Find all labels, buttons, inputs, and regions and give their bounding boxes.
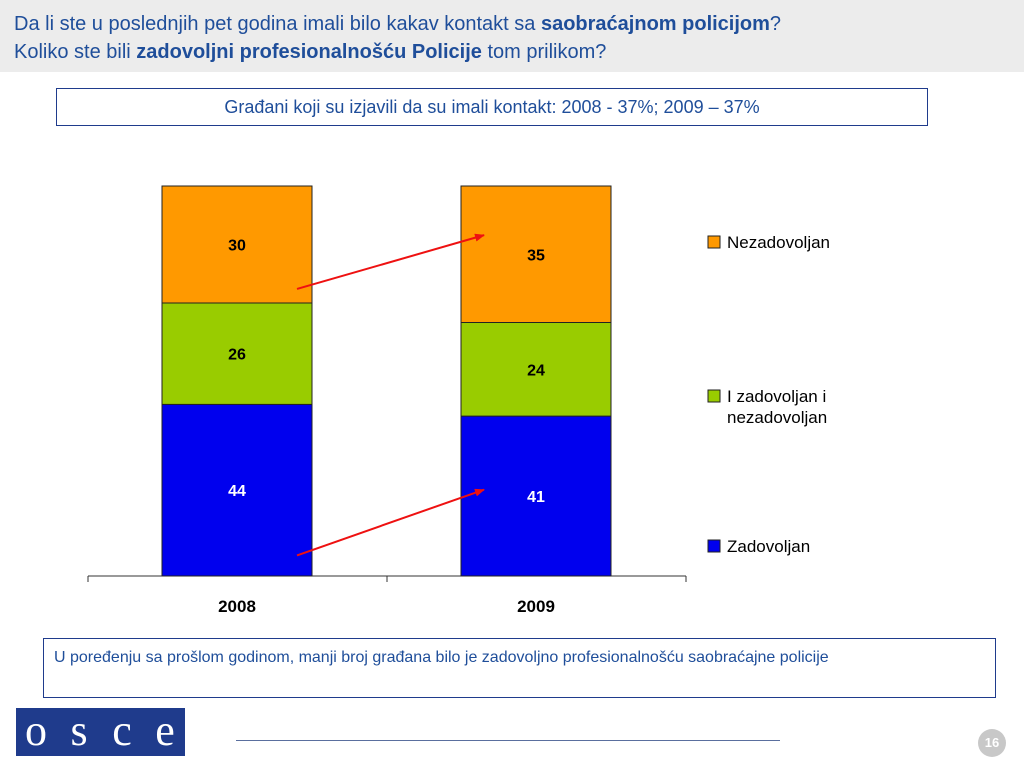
bar-2008-zadovoljan — [161, 403, 313, 577]
slide-title-line-2: Koliko ste bili zadovoljni profesionalno… — [14, 40, 606, 64]
data-label-2009-zadovoljan: 41 — [527, 489, 545, 506]
subtitle-box: Građani koji su izjavili da su imali kon… — [56, 88, 928, 126]
legend-label-zadovoljan: Zadovoljan — [727, 537, 810, 556]
data-label-2008-nezadovoljan: 30 — [228, 238, 246, 255]
title-line-1-text: Da li ste u poslednjih pet godina imali … — [14, 13, 541, 35]
data-label-2009-nezadovoljan: 35 — [527, 247, 545, 264]
logo-letter-e: e — [145, 708, 185, 756]
logo-letter-s: s — [59, 708, 99, 756]
bar-2008-nezadovoljan — [161, 185, 313, 304]
data-label-2008-i-zadovoljan-i-nezadovoljan: 26 — [228, 347, 246, 364]
bar-2009-zadovoljan — [460, 415, 612, 577]
bar-2009-i-zadovoljan-i-nezadovoljan — [460, 322, 612, 417]
osce-logo: o s c e — [16, 708, 185, 756]
title-line-1-end: ? — [769, 13, 782, 35]
legend-label-nezadovoljan: Nezadovoljan — [727, 233, 830, 252]
bar-2008-i-zadovoljan-i-nezadovoljan — [161, 302, 313, 405]
logo-letter-c: c — [102, 708, 142, 756]
legend-swatch-i-zadovoljan-i-nezadovoljan — [707, 389, 721, 403]
data-label-2009-i-zadovoljan-i-nezadovoljan: 24 — [527, 362, 545, 379]
footer-divider — [236, 740, 780, 741]
data-label-2008-zadovoljan: 44 — [228, 483, 246, 500]
legend-swatch-zadovoljan — [707, 539, 721, 553]
title-line-2-text: Koliko ste bili — [14, 41, 137, 63]
title-line-1-bold: saobraćajnom policijom — [540, 13, 770, 35]
bar-2009-nezadovoljan — [460, 185, 612, 323]
logo-letter-o: o — [16, 708, 56, 756]
legend-swatch-nezadovoljan — [707, 235, 721, 249]
title-line-2-bold: zadovoljni profesionalnošću Policije — [136, 41, 482, 63]
x-tick-label-2009: 2009 — [517, 597, 555, 616]
slide-title-line-1: Da li ste u poslednjih pet godina imali … — [14, 12, 781, 36]
conclusion-note: U poređenju sa prošlom godinom, manji br… — [43, 638, 996, 698]
trend-arrow-1 — [296, 233, 485, 290]
title-band: Da li ste u poslednjih pet godina imali … — [0, 0, 1024, 72]
page-number-badge: 16 — [978, 729, 1006, 757]
title-line-2-end: tom prilikom? — [481, 41, 607, 63]
trend-arrow-2 — [296, 488, 485, 557]
x-tick-label-2008: 2008 — [218, 597, 256, 616]
legend-label-i-zadovoljan-i-nezadovoljan: I zadovoljan i nezadovoljan — [727, 387, 827, 427]
